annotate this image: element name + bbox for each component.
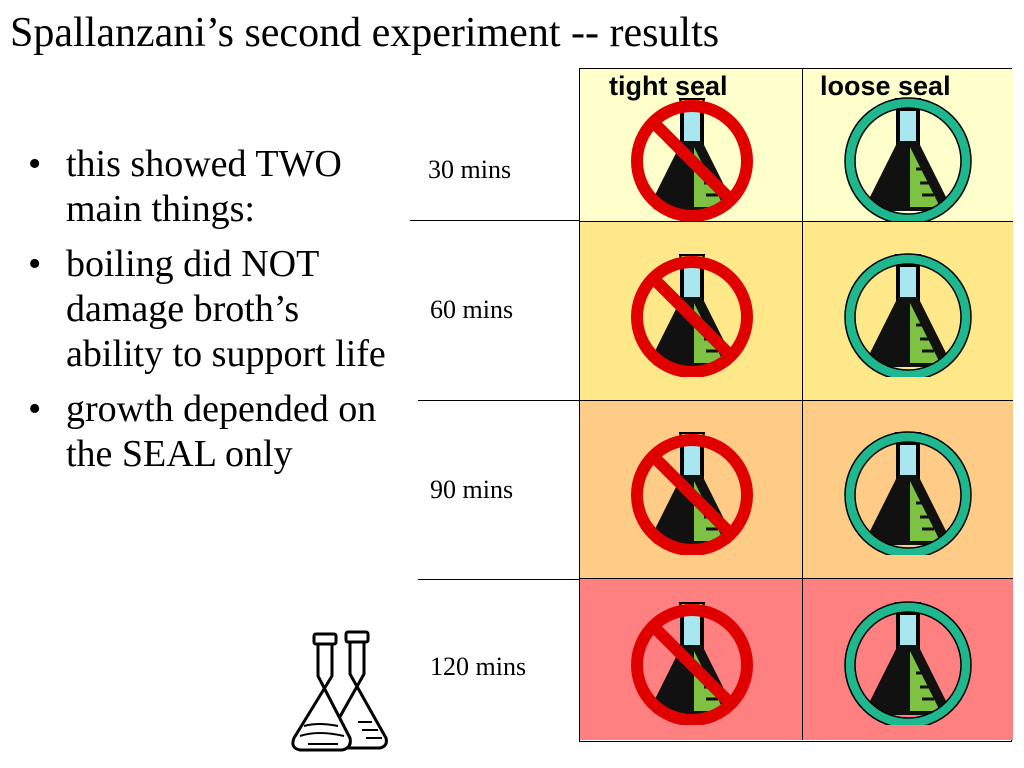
results-grid: tight seal loose seal: [579, 68, 1013, 742]
grid-cell-tight-seal: [580, 401, 803, 579]
bullet-list: • this showed TWO main things: • boiling…: [28, 142, 398, 487]
prohibited-flask-icon: [630, 253, 753, 377]
bullet-item: • this showed TWO main things:: [28, 142, 398, 232]
bullet-marker: •: [28, 243, 42, 285]
bullet-item: • boiling did NOT damage broth’s ability…: [28, 242, 398, 377]
grid-cell-loose-seal: [803, 69, 1013, 222]
bullet-marker: •: [28, 143, 42, 185]
slide-title: Spallanzani’s second experiment -- resul…: [10, 10, 720, 56]
bullet-text: boiling did NOT damage broth’s ability t…: [66, 243, 386, 375]
bullet-text: this showed TWO main things:: [66, 143, 342, 230]
approved-flask-icon: [844, 600, 972, 725]
grid-cell-loose-seal: [803, 401, 1013, 579]
grid-cell-loose-seal: [803, 222, 1013, 401]
row-divider: [418, 579, 580, 580]
row-divider: [418, 400, 580, 401]
lab-flasks-icon: [291, 630, 388, 752]
row-label-120-mins: 120 mins: [430, 652, 527, 681]
approved-flask-icon: [844, 97, 972, 221]
approved-flask-icon: [844, 252, 972, 377]
row-label-30-mins: 30 mins: [428, 155, 512, 184]
grid-cell-tight-seal: [580, 222, 803, 401]
row-divider: [410, 220, 580, 221]
grid-cell-tight-seal: [580, 579, 803, 740]
bullet-item: • growth depended on the SEAL only: [28, 387, 398, 477]
row-label-60-mins: 60 mins: [430, 295, 514, 324]
prohibited-flask-icon: [630, 601, 753, 725]
grid-cell-loose-seal: [803, 579, 1013, 740]
bullet-marker: •: [28, 388, 42, 430]
column-header-tight-seal: tight seal: [609, 71, 728, 101]
bullet-text: growth depended on the SEAL only: [66, 388, 377, 475]
grid-cell-tight-seal: [580, 69, 803, 222]
prohibited-flask-icon: [630, 432, 753, 555]
prohibited-flask-icon: [630, 98, 753, 221]
approved-flask-icon: [844, 431, 972, 555]
row-label-90-mins: 90 mins: [430, 475, 514, 504]
column-header-loose-seal: loose seal: [820, 71, 951, 101]
